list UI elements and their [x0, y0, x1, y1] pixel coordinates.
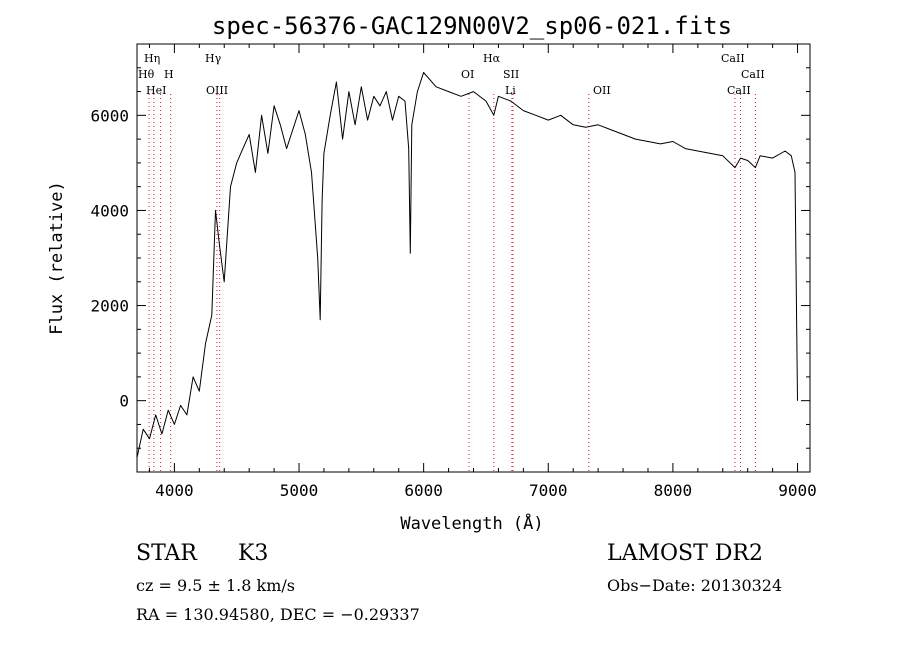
line-label: OII	[593, 84, 611, 97]
velocity-text: cz = 9.5 ± 1.8 km/s	[136, 576, 295, 595]
x-tick-label: 6000	[404, 481, 443, 500]
coordinates-text: RA = 130.94580, DEC = −0.29337	[136, 605, 420, 624]
line-label: Hη	[144, 52, 160, 65]
chart-title: spec-56376-GAC129N00V2_sp06-021.fits	[212, 12, 732, 40]
object-subclass: K3	[238, 541, 269, 566]
x-tick-label: 9000	[778, 481, 817, 500]
line-label: Hθ	[138, 68, 155, 81]
y-tick-label: 2000	[90, 297, 129, 316]
y-axis-label: Flux (relative)	[47, 181, 67, 335]
line-label: Hγ	[205, 52, 222, 65]
plot-frame	[136, 43, 811, 473]
x-tick-label: 7000	[529, 481, 568, 500]
spectral-line-markers	[148, 94, 756, 472]
y-tick-label: 4000	[90, 201, 129, 220]
line-label: Hα	[483, 52, 501, 65]
survey-name: LAMOST DR2	[607, 541, 763, 566]
line-label: CaII	[741, 68, 765, 81]
y-tick-label: 0	[119, 392, 129, 411]
object-class: STAR	[136, 541, 197, 566]
obs-date-text: Obs−Date: 20130324	[607, 576, 783, 595]
line-label: Li	[505, 84, 516, 97]
x-tick-label: 5000	[280, 481, 319, 500]
axis-ticks	[137, 44, 810, 472]
line-label: HeI	[146, 84, 166, 97]
line-label: SII	[503, 68, 519, 81]
x-tick-label: 8000	[654, 481, 693, 500]
line-label: H	[164, 68, 174, 81]
series-line	[136, 72, 798, 458]
y-tick-label: 6000	[90, 106, 129, 125]
line-label: CaII	[721, 52, 745, 65]
line-label: OI	[461, 68, 474, 81]
axis-tick-labels: 4000 5000 6000 7000 8000 9000 0 2000 4000 6000	[90, 106, 816, 500]
x-axis-label: Wavelength (Å)	[400, 512, 543, 534]
series-group	[136, 72, 798, 458]
x-tick-label: 4000	[155, 481, 194, 500]
line-label: OIII	[206, 84, 228, 97]
line-label: CaII	[727, 84, 751, 97]
